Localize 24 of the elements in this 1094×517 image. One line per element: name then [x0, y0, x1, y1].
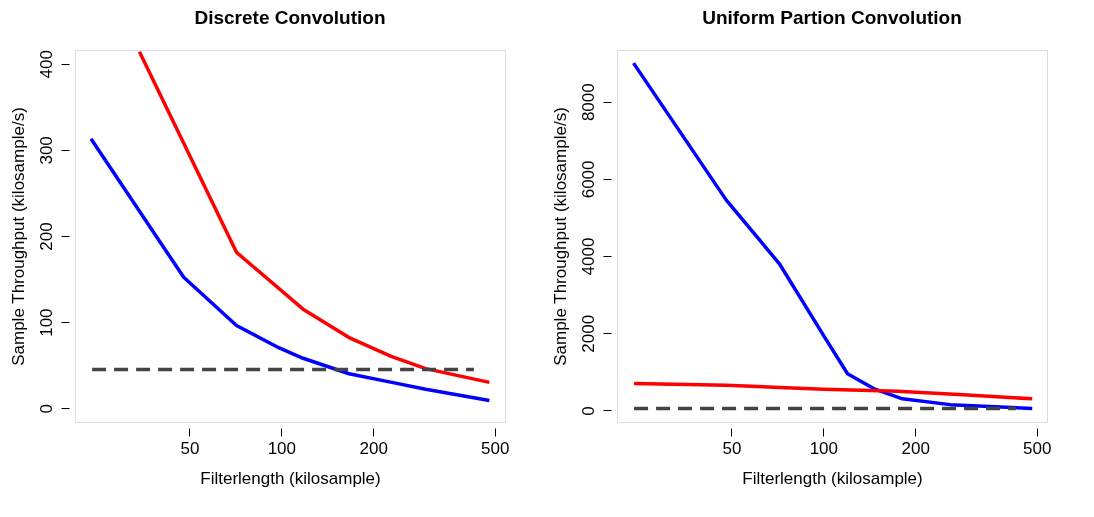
- x-tick-label: 100: [809, 438, 839, 458]
- x-axis-title: Filterlength (kilosample): [200, 468, 381, 488]
- y-tick-label: 400: [36, 50, 56, 79]
- x-tick-label: 500: [1023, 438, 1052, 458]
- y-tick-label: 4000: [578, 237, 598, 276]
- y-tick-label: 300: [36, 136, 56, 165]
- y-axis-title: Sample Throughput (kilosample/s): [550, 107, 570, 366]
- chart-title: Discrete Convolution: [194, 6, 386, 28]
- y-tick-label: 0: [36, 403, 56, 414]
- x-tick-label: 500: [481, 438, 510, 458]
- chart-title: Uniform Partion Convolution: [702, 7, 962, 28]
- x-tick-label: 200: [901, 438, 930, 458]
- y-tick-label: 100: [36, 308, 56, 337]
- x-tick-label: 50: [722, 438, 742, 458]
- y-tick-label: 2000: [578, 314, 598, 353]
- y-axis-title: Sample Throughput (kilosample/s): [8, 107, 28, 366]
- x-axis-title: Filterlength (kilosample): [742, 468, 923, 488]
- y-tick-label: 8000: [578, 83, 598, 122]
- x-tick-label: 50: [180, 438, 200, 458]
- x-tick-label: 100: [267, 438, 297, 458]
- x-tick-label: 200: [359, 438, 388, 458]
- y-tick-label: 6000: [578, 160, 598, 199]
- y-tick-label: 200: [36, 222, 56, 251]
- y-tick-label: 0: [578, 406, 598, 416]
